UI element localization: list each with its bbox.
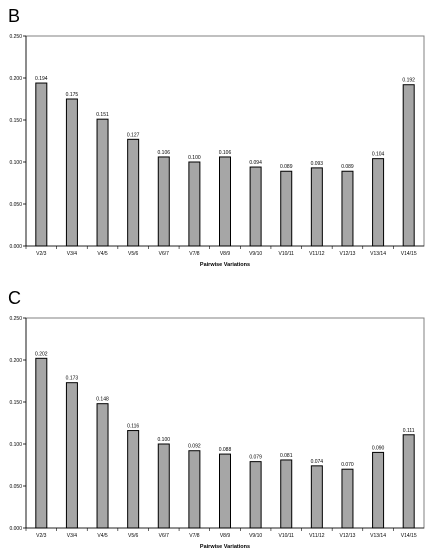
chart-c-category-label-1: V3/4 xyxy=(67,533,78,539)
chart-b-bar-2 xyxy=(96,118,109,247)
chart-c-bar-3 xyxy=(127,430,140,529)
chart-c-category-label-12: V14/15 xyxy=(401,533,417,539)
chart-b-data-label-7: 0.094 xyxy=(249,160,262,166)
chart-c-data-label-6: 0.088 xyxy=(219,447,232,453)
chart-c-category-label-5: V7/8 xyxy=(189,533,200,539)
chart-c-ytick-label-5: 0.250 xyxy=(9,316,22,322)
chart-b-category-label-4: V6/7 xyxy=(159,251,170,257)
chart-b-data-label-5: 0.100 xyxy=(188,155,201,161)
chart-b-ytick-label-5: 0.250 xyxy=(9,34,22,40)
chart-b-category-label-6: V8/9 xyxy=(220,251,231,257)
chart-b-category-label-0: V2/3 xyxy=(36,251,47,257)
chart-b-category-label-8: V10/11 xyxy=(278,251,294,257)
chart-b-data-label-2: 0.151 xyxy=(96,112,109,118)
chart-c-category-label-4: V6/7 xyxy=(159,533,170,539)
chart-c-bar-0 xyxy=(35,357,48,529)
chart-c-bar-9 xyxy=(310,465,323,529)
panel-letter-c: C xyxy=(8,288,21,308)
chart-c-data-label-2: 0.148 xyxy=(96,397,109,403)
chart-c-data-label-0: 0.202 xyxy=(35,351,48,357)
chart-c-data-label-7: 0.079 xyxy=(249,455,262,461)
chart-c-category-label-2: V4/5 xyxy=(97,533,108,539)
chart-c-category-label-6: V8/9 xyxy=(220,533,231,539)
chart-b-data-label-12: 0.192 xyxy=(402,78,415,84)
chart-b-category-label-3: V5/6 xyxy=(128,251,139,257)
chart-b-ytick-label-0: 0.000 xyxy=(9,244,22,250)
chart-b-data-label-3: 0.127 xyxy=(127,132,140,138)
chart-b-data-label-1: 0.175 xyxy=(66,92,79,98)
chart-b-bar-1 xyxy=(65,98,78,247)
chart-c-data-label-8: 0.081 xyxy=(280,453,293,459)
chart-b-bar-11 xyxy=(372,158,385,247)
chart-c-bar-10 xyxy=(341,468,354,529)
chart-c-bar-12 xyxy=(402,434,415,529)
chart-b-data-label-4: 0.106 xyxy=(158,150,171,156)
chart-b-bar-6 xyxy=(219,156,231,247)
chart-c-bar-4 xyxy=(157,443,170,529)
chart-b-data-label-9: 0.093 xyxy=(311,161,324,167)
chart-b-bar-10 xyxy=(341,170,354,247)
chart-c-data-label-4: 0.100 xyxy=(158,437,171,443)
chart-c-category-label-9: V11/12 xyxy=(309,533,325,539)
chart-c-ytick-label-2: 0.100 xyxy=(9,442,22,448)
chart-b-category-label-10: V12/13 xyxy=(340,251,356,257)
chart-c-data-label-5: 0.092 xyxy=(188,444,201,450)
chart-c-data-label-1: 0.173 xyxy=(66,376,79,382)
chart-b-bar-5 xyxy=(188,161,201,247)
chart-b-data-label-0: 0.194 xyxy=(35,76,48,82)
chart-c-data-label-9: 0.074 xyxy=(311,459,324,465)
chart-c-x-axis-label: Pairwise Variations xyxy=(200,544,250,550)
chart-b-category-label-9: V11/12 xyxy=(309,251,325,257)
chart-b-data-label-8: 0.089 xyxy=(280,164,293,170)
chart-b-bar-8 xyxy=(280,170,293,247)
chart-c-data-label-12: 0.111 xyxy=(403,428,415,434)
chart-b-ytick-label-2: 0.100 xyxy=(9,160,22,166)
chart-c-category-label-8: V10/11 xyxy=(278,533,294,539)
chart-b-category-label-2: V4/5 xyxy=(97,251,108,257)
chart-c-category-label-10: V12/13 xyxy=(340,533,356,539)
chart-c-bar-6 xyxy=(219,453,231,529)
chart-c-bar-5 xyxy=(188,450,201,529)
chart-c-category-label-3: V5/6 xyxy=(128,533,139,539)
chart-b-data-label-10: 0.089 xyxy=(341,164,354,170)
chart-b-ytick-label-3: 0.150 xyxy=(9,118,22,124)
chart-b-category-label-5: V7/8 xyxy=(189,251,200,257)
chart-b-bar-4 xyxy=(157,156,170,247)
chart-b-category-label-12: V14/15 xyxy=(401,251,417,257)
chart-c-ytick-label-3: 0.150 xyxy=(9,400,22,406)
chart-c-category-label-11: V13/14 xyxy=(370,533,386,539)
chart-b-bar-9 xyxy=(310,167,323,247)
chart-c-ytick-label-0: 0.000 xyxy=(9,526,22,532)
chart-c-bar-1 xyxy=(65,382,78,529)
chart-b-ytick-label-1: 0.050 xyxy=(9,202,22,208)
chart-c-data-label-11: 0.090 xyxy=(372,445,385,451)
chart-c-bar-2 xyxy=(96,403,109,529)
chart-b-category-label-11: V13/14 xyxy=(370,251,386,257)
chart-b-x-axis-label: Pairwise Variations xyxy=(200,262,250,268)
chart-b-bar-12 xyxy=(402,84,415,247)
chart-b-data-label-6: 0.106 xyxy=(219,150,232,156)
chart-c-ytick-label-4: 0.200 xyxy=(9,358,22,364)
chart-c-data-label-3: 0.116 xyxy=(127,424,139,430)
chart-b-data-label-11: 0.104 xyxy=(372,152,385,158)
panel-letter-b: B xyxy=(8,6,21,26)
chart-b-bar-7 xyxy=(249,166,262,247)
chart-b-bar-0 xyxy=(35,82,48,247)
chart-b-ytick-label-4: 0.200 xyxy=(9,76,22,82)
chart-c: 0.000 0.050 0.100 0.150 0.200 0.250 0.202 V2/3 0… xyxy=(9,316,425,550)
chart-c-ytick-label-1: 0.050 xyxy=(9,484,22,490)
chart-b: 0.000 0.050 0.100 0.150 0.200 0.250 0.194 V2/3 0… xyxy=(9,34,425,268)
chart-c-bar-7 xyxy=(249,461,262,529)
chart-c-data-label-10: 0.070 xyxy=(341,462,354,468)
chart-c-category-label-7: V9/10 xyxy=(249,533,262,539)
chart-c-bar-11 xyxy=(372,451,385,529)
chart-b-category-label-7: V9/10 xyxy=(249,251,262,257)
chart-c-category-label-0: V2/3 xyxy=(36,533,47,539)
chart-c-bar-8 xyxy=(280,459,293,529)
chart-b-category-label-1: V3/4 xyxy=(67,251,78,257)
chart-b-bar-3 xyxy=(127,138,140,247)
